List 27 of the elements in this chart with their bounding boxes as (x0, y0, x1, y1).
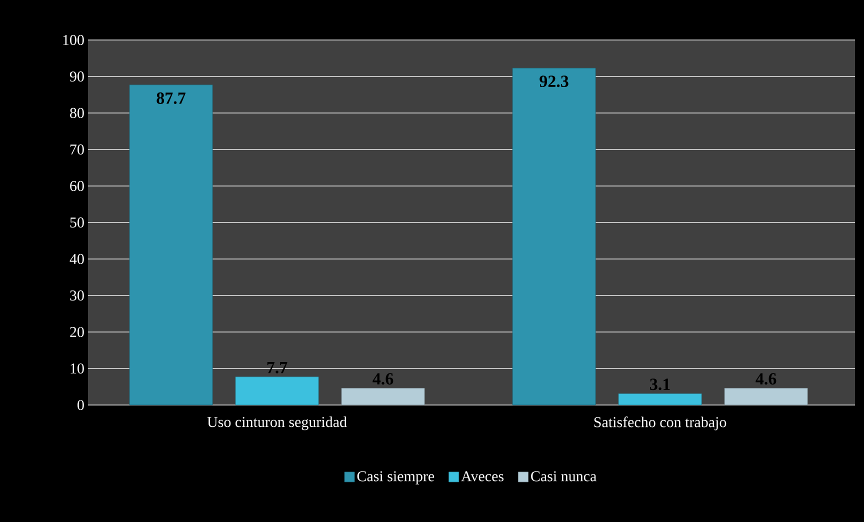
bar (724, 388, 808, 406)
x-tick-label: Satisfecho con trabajo (594, 416, 726, 430)
y-tick-label: 70 (70, 144, 84, 155)
bar (235, 376, 319, 406)
bar (341, 388, 425, 406)
y-tick-label: 60 (70, 180, 84, 192)
data-label: 4.6 (372, 373, 394, 385)
data-label: 87.7 (156, 92, 186, 104)
y-tick-label: 40 (70, 254, 84, 264)
data-label: 92.3 (540, 76, 568, 88)
y-tick-label: 50 (70, 217, 84, 228)
y-tick-label: 100 (63, 34, 84, 46)
y-tick-label: 0 (78, 400, 84, 410)
y-tick-label: 90 (70, 71, 84, 82)
y-tick-label: 20 (70, 326, 84, 338)
bar (512, 68, 596, 406)
data-label: 4.6 (756, 373, 776, 385)
legend-label: Casi siempre (357, 471, 434, 484)
bar (618, 393, 702, 406)
y-tick-label: 10 (70, 363, 84, 374)
legend-label: Aveces (461, 471, 504, 482)
bar (129, 84, 213, 406)
x-tick-label: Uso cinturon seguridad (207, 416, 347, 430)
y-tick-label: 30 (70, 290, 84, 301)
legend-label: Casi nunca (531, 471, 596, 482)
data-label: 3.1 (650, 378, 670, 390)
y-tick-label: 80 (70, 108, 84, 118)
